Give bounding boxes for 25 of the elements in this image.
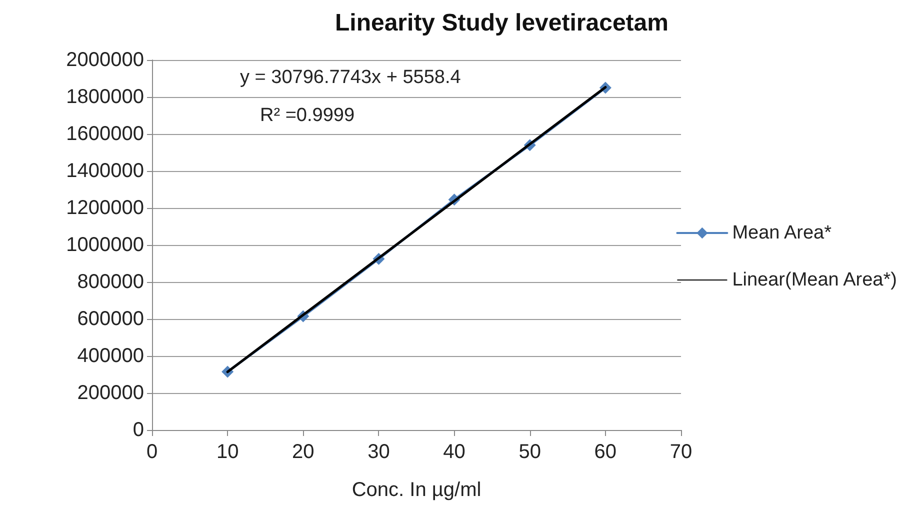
y-tick-label: 1600000 — [66, 123, 144, 145]
y-tick-label: 1000000 — [66, 234, 144, 256]
y-tick-label: 0 — [132, 419, 144, 441]
x-tick-label: 50 — [518, 441, 541, 463]
x-tick-label: 0 — [146, 441, 158, 463]
y-tick-label: 400000 — [77, 345, 144, 367]
x-tick-label: 30 — [368, 441, 390, 463]
y-tick-label: 600000 — [77, 308, 144, 330]
x-axis-title: Conc. In µg/ml — [352, 479, 482, 501]
x-tick-label: 40 — [443, 441, 466, 463]
x-tick-label: 70 — [670, 441, 692, 463]
y-tick-label: 1800000 — [66, 86, 144, 108]
x-tick-label: 10 — [216, 441, 239, 463]
annotation: y = 30796.7743x + 5558.4 — [240, 67, 462, 88]
x-tick-label: 20 — [292, 441, 314, 463]
y-tick-label: 200000 — [77, 382, 144, 404]
y-tick-label: 2000000 — [66, 49, 144, 71]
annotation: R² =0.9999 — [260, 105, 355, 126]
legend-label: Mean Area* — [732, 222, 832, 244]
y-tick-label: 800000 — [77, 271, 144, 293]
chart-title: Linearity Study levetiracetam — [335, 10, 668, 36]
legend-label: Linear(Mean Area*) — [732, 270, 897, 290]
y-tick-label: 1400000 — [66, 160, 144, 182]
y-tick-label: 1200000 — [66, 197, 144, 219]
x-tick-label: 60 — [594, 441, 617, 463]
